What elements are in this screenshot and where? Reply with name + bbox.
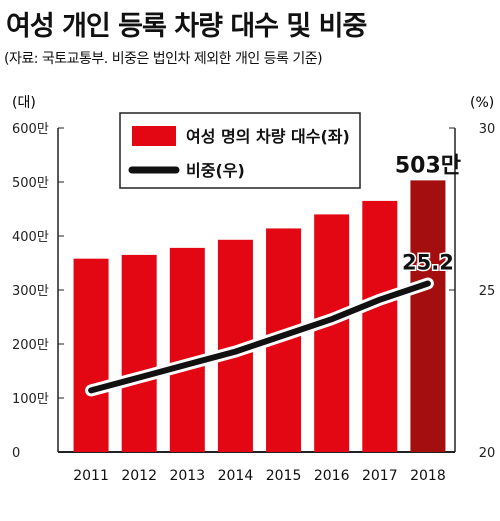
x-tick-label: 2011 [73, 468, 109, 484]
legend-label-line: 비중(우) [186, 161, 245, 180]
legend-box [119, 112, 361, 189]
x-tick-label: 2018 [410, 468, 446, 484]
legend-swatch-bar [132, 126, 176, 146]
left-tick-label: 300만 [12, 284, 49, 299]
bar-2018 [410, 180, 446, 452]
left-tick-label: 100만 [12, 392, 49, 407]
bar-2011 [73, 258, 109, 452]
last-bar-value-label: 503만 [395, 153, 461, 178]
right-tick-label: 25 [479, 284, 496, 299]
bar-2016 [314, 214, 350, 452]
right-tick-label: 30 [479, 122, 496, 137]
bar-2017 [362, 200, 398, 452]
bar-2013 [169, 247, 205, 452]
x-tick-label: 2016 [314, 468, 350, 484]
x-tick-label: 2015 [266, 468, 302, 484]
chart-subtitle: (자료: 국토교통부. 비중은 법인차 제외한 개인 등록 기준) [4, 51, 323, 67]
legend-label-bar: 여성 명의 차량 대수(좌) [186, 127, 350, 146]
left-tick-label: 500만 [12, 176, 49, 191]
share-line [88, 280, 431, 394]
chart-title: 여성 개인 등록 차량 대수 및 비중 [6, 11, 367, 42]
x-tick-label: 2017 [362, 468, 398, 484]
legend: 여성 명의 차량 대수(좌) 비중(우) [119, 112, 361, 189]
left-axis-unit: (대) [12, 95, 36, 111]
right-axis-unit: (%) [470, 95, 494, 111]
right-tick-label: 20 [479, 446, 496, 461]
left-tick-label: 400만 [12, 230, 49, 245]
left-tick-label: 0 [12, 446, 20, 461]
x-tick-label: 2012 [121, 468, 157, 484]
left-tick-label: 200만 [12, 338, 49, 353]
bar-2012 [121, 254, 157, 452]
x-tick-label: 2014 [218, 468, 254, 484]
last-point-value-label: 25.2 [402, 251, 454, 275]
left-tick-label: 600만 [12, 122, 49, 137]
x-tick-label: 2013 [169, 468, 205, 484]
